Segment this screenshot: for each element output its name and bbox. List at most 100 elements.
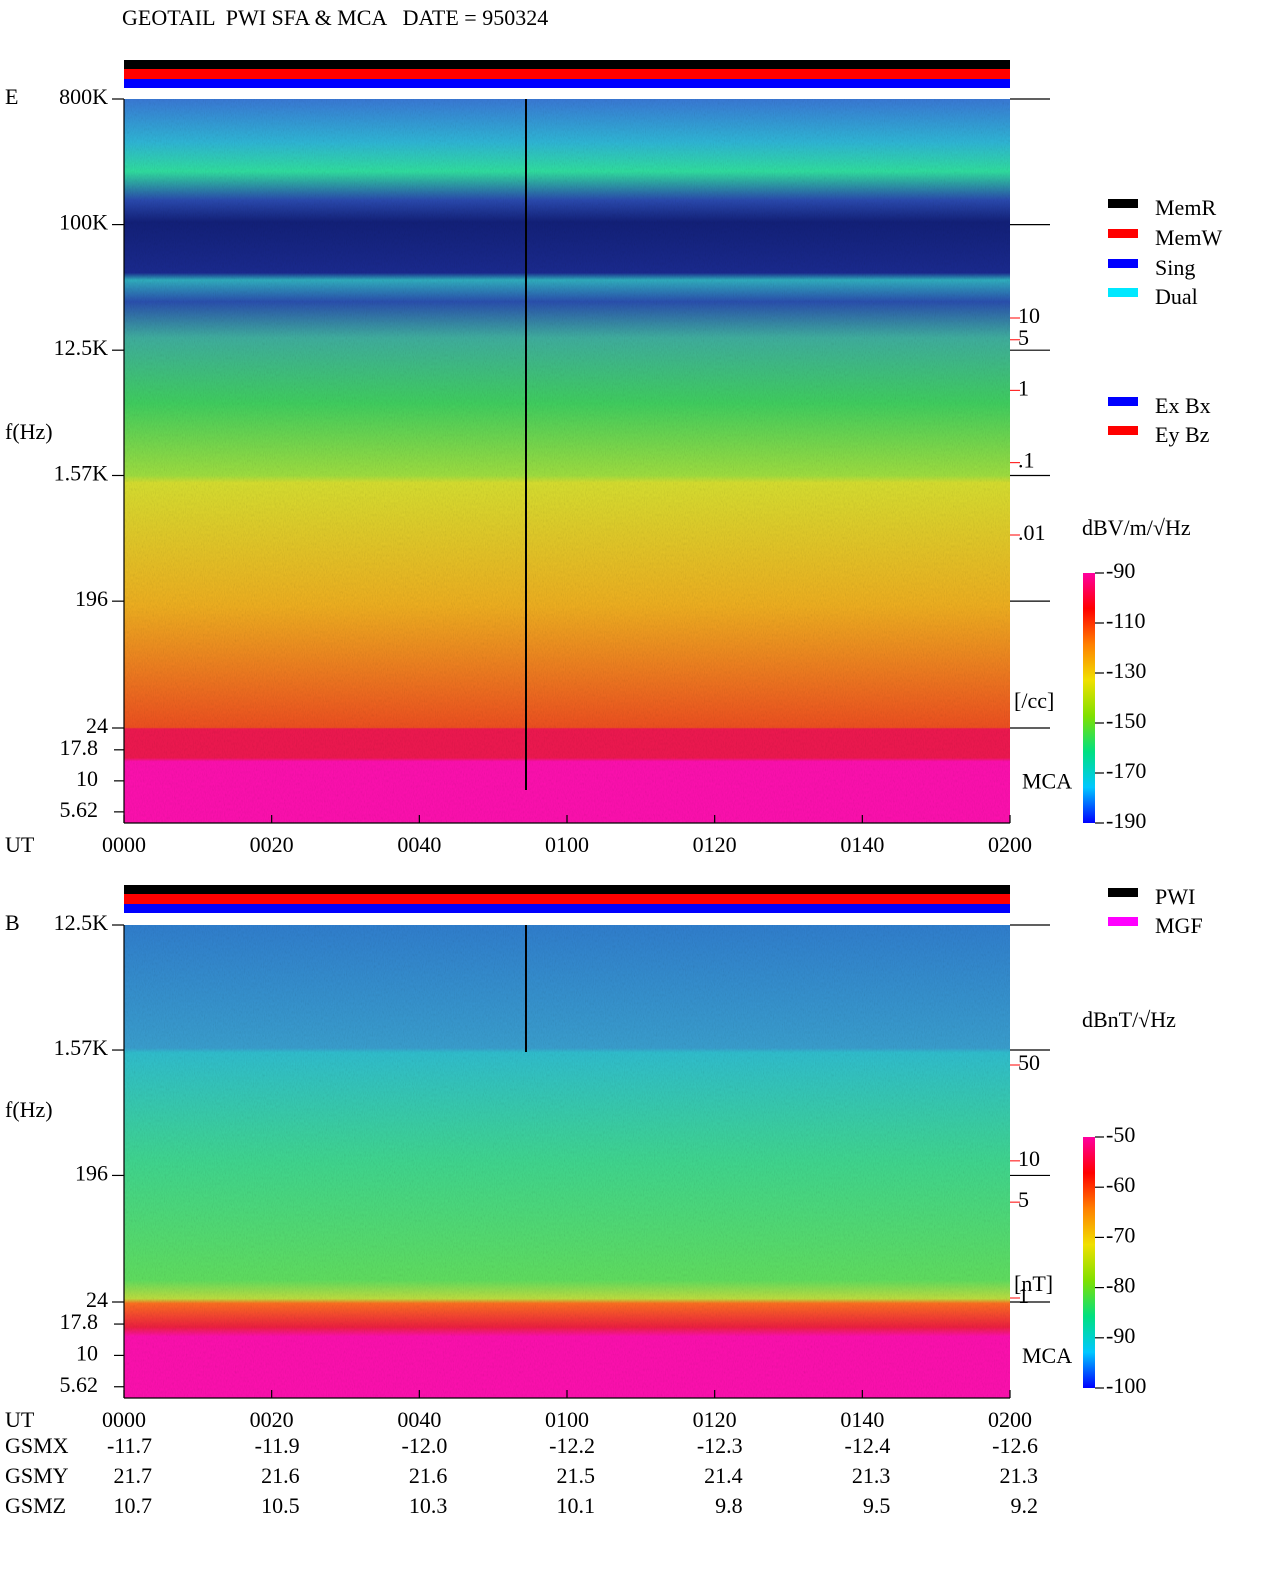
colorbar-label: dBV/m/√Hz xyxy=(1082,515,1191,540)
colorbar xyxy=(1083,1137,1095,1388)
x-tick-label: 0020 xyxy=(250,1407,294,1432)
legend-label: Dual xyxy=(1155,284,1198,309)
legend-label: MemR xyxy=(1155,195,1216,220)
x-tick-label: 0200 xyxy=(988,832,1032,857)
legend-swatch xyxy=(1108,229,1138,238)
orbit-value: 10.7 xyxy=(114,1493,153,1518)
orbit-value: 10.1 xyxy=(557,1493,596,1518)
y-tick-label: 1.57K xyxy=(54,1035,109,1060)
orbit-value: 21.5 xyxy=(557,1463,596,1488)
y-tick-label: 800K xyxy=(59,84,108,109)
mca-label: MCA xyxy=(1022,1343,1072,1368)
x-tick-label: 0100 xyxy=(545,1407,589,1432)
y2-tick-label: 1 xyxy=(1018,375,1029,400)
status-bar xyxy=(124,79,1010,88)
mca-tick-label: 17.8 xyxy=(60,1309,99,1334)
orbit-value: -12.2 xyxy=(549,1433,595,1458)
spectrogram-noise xyxy=(124,925,1010,1398)
x-tick-label: 0140 xyxy=(840,1407,884,1432)
orbit-value: 10.5 xyxy=(261,1493,300,1518)
colorbar-tick-label: -60 xyxy=(1106,1172,1135,1197)
y-axis-label: f(Hz) xyxy=(5,1097,53,1122)
orbit-value: 21.6 xyxy=(261,1463,300,1488)
orbit-value: 21.7 xyxy=(114,1463,153,1488)
colorbar-tick-label: -190 xyxy=(1106,808,1146,833)
y2-tick-label: .1 xyxy=(1018,448,1035,473)
mca-tick-label: 5.62 xyxy=(60,1372,99,1397)
legend-swatch xyxy=(1108,917,1138,926)
x-tick-label: 0120 xyxy=(693,1407,737,1432)
y-tick-label: 24 xyxy=(86,1287,108,1312)
x-tick-label: 0040 xyxy=(397,1407,441,1432)
x-axis-label: UT xyxy=(5,832,35,857)
legend-swatch xyxy=(1108,426,1138,435)
colorbar-label: dBnT/√Hz xyxy=(1082,1007,1176,1032)
y2-axis-label: [/cc] xyxy=(1014,688,1054,713)
title: GEOTAIL PWI SFA & MCA DATE = 950324 xyxy=(122,5,548,30)
orbit-value: -12.6 xyxy=(992,1433,1038,1458)
orbit-value: 21.3 xyxy=(852,1463,891,1488)
colorbar-tick-label: -70 xyxy=(1106,1222,1135,1247)
panel-label: B xyxy=(5,910,20,935)
orbit-value: -12.4 xyxy=(845,1433,891,1458)
colorbar-tick-label: -100 xyxy=(1106,1373,1146,1398)
legend-swatch xyxy=(1108,199,1138,208)
y2-tick-label: 50 xyxy=(1018,1050,1040,1075)
y2-tick-label: .01 xyxy=(1018,520,1046,545)
orbit-value: 21.4 xyxy=(704,1463,743,1488)
y-tick-label: 24 xyxy=(86,713,108,738)
x-tick-label: 0040 xyxy=(397,832,441,857)
y-tick-label: 12.5K xyxy=(54,335,109,360)
colorbar-tick-label: -170 xyxy=(1106,758,1146,783)
status-bar xyxy=(124,69,1010,79)
orbit-value: -12.0 xyxy=(402,1433,448,1458)
colorbar-tick-label: -50 xyxy=(1106,1122,1135,1147)
x-tick-label: 0020 xyxy=(250,832,294,857)
legend-swatch xyxy=(1108,888,1138,897)
mca-tick-label: 10 xyxy=(76,766,98,791)
x-tick-label: 0140 xyxy=(840,832,884,857)
y-tick-label: 12.5K xyxy=(54,910,109,935)
colorbar xyxy=(1083,573,1095,823)
mca-tick-label: 10 xyxy=(76,1340,98,1365)
colorbar-tick-label: -110 xyxy=(1106,608,1146,633)
legend-swatch xyxy=(1108,259,1138,268)
mca-tick-label: 5.62 xyxy=(60,797,99,822)
colorbar-tick-label: -150 xyxy=(1106,708,1146,733)
legend-label: Ex Bx xyxy=(1155,393,1211,418)
orbit-row-name: GSMZ xyxy=(5,1493,66,1518)
y2-tick-label: 10 xyxy=(1018,303,1040,328)
legend-label: MemW xyxy=(1155,225,1222,250)
status-bar xyxy=(124,894,1010,904)
orbit-value: -11.9 xyxy=(255,1433,300,1458)
orbit-value: 9.8 xyxy=(715,1493,743,1518)
y2-tick-label: 1 xyxy=(1018,1283,1029,1308)
legend-swatch xyxy=(1108,288,1138,297)
y-tick-label: 196 xyxy=(75,1160,108,1185)
x-tick-label: 0200 xyxy=(988,1407,1032,1432)
orbit-value: 9.5 xyxy=(863,1493,891,1518)
colorbar-tick-label: -90 xyxy=(1106,558,1135,583)
mca-tick-label: 17.8 xyxy=(60,735,99,760)
x-tick-label: 0120 xyxy=(693,832,737,857)
orbit-value: 21.3 xyxy=(1000,1463,1039,1488)
y-tick-label: 1.57K xyxy=(54,461,109,486)
legend-label: Ey Bz xyxy=(1155,422,1210,447)
y2-tick-label: 5 xyxy=(1018,325,1029,350)
colorbar-tick-label: -130 xyxy=(1106,658,1146,683)
y-tick-label: 196 xyxy=(75,586,108,611)
status-bar xyxy=(124,904,1010,913)
orbit-value: -11.7 xyxy=(107,1433,152,1458)
orbit-value: 9.2 xyxy=(1011,1493,1039,1518)
legend-swatch xyxy=(1108,397,1138,406)
panel-label: E xyxy=(5,84,18,109)
x-tick-label: 0100 xyxy=(545,832,589,857)
legend-label: PWI xyxy=(1155,884,1195,909)
orbit-value: -12.3 xyxy=(697,1433,743,1458)
y2-tick-label: 10 xyxy=(1018,1146,1040,1171)
orbit-row-name: GSMY xyxy=(5,1463,69,1488)
y2-tick-label: 5 xyxy=(1018,1187,1029,1212)
y-tick-label: 100K xyxy=(59,210,108,235)
